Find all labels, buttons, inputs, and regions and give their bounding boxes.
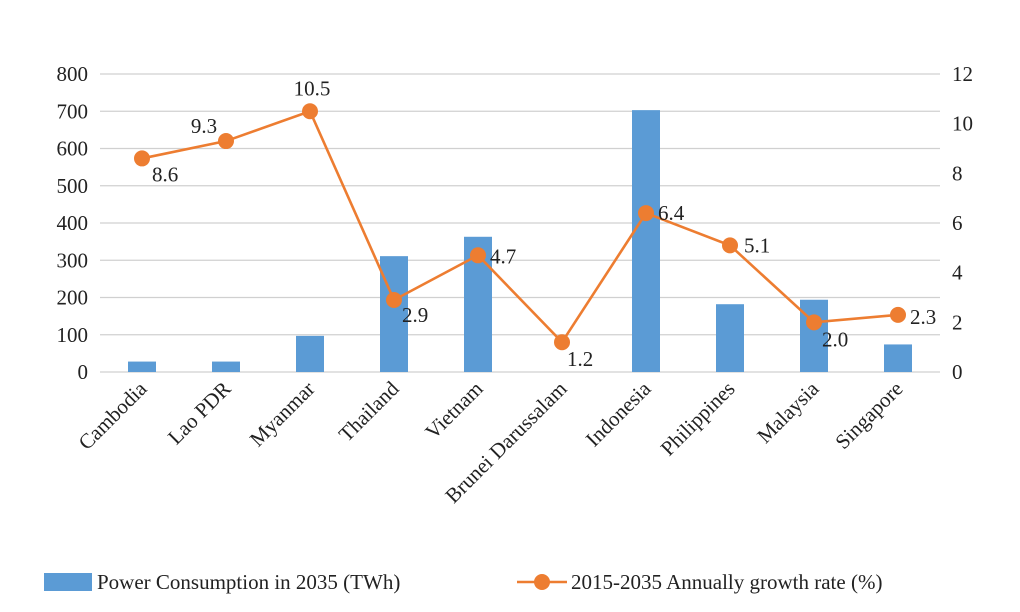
line-point	[722, 237, 738, 254]
data-label: 6.4	[658, 201, 685, 225]
data-label: 9.3	[191, 114, 217, 138]
line-series: 8.6 9.3 10.5 2.9 4.7 1.2 6.4 5.1 2.0 2.3	[134, 76, 936, 371]
left-tick-label: 0	[78, 360, 89, 384]
line-point	[218, 133, 234, 150]
bar	[800, 299, 828, 372]
legend-line-marker	[534, 574, 550, 590]
data-label: 2.3	[910, 305, 936, 329]
left-tick-label: 300	[57, 248, 89, 272]
data-label: 8.6	[152, 162, 178, 186]
right-tick-label: 6	[952, 211, 963, 235]
legend: Power Consumption in 2035 (TWh) 2015-203…	[44, 570, 882, 594]
growth-line	[141, 109, 899, 345]
category-labels: Cambodia Lao PDR Myanmar Thailand VietnamBru…	[74, 376, 908, 508]
line-point	[134, 150, 150, 167]
category-label: Singapore	[830, 377, 907, 454]
right-tick-label: 8	[952, 161, 963, 185]
category-label: Thailand	[334, 376, 404, 446]
legend-line-label: 2015-2035 Annually growth rate (%)	[571, 570, 882, 594]
bar	[380, 256, 408, 372]
bar	[296, 335, 324, 372]
data-label: 4.7	[490, 244, 516, 268]
data-label: 1.2	[567, 347, 593, 371]
bar	[884, 344, 912, 372]
bar	[632, 110, 660, 372]
left-tick-label: 100	[57, 323, 89, 347]
bar	[128, 361, 156, 372]
line-point	[470, 247, 486, 264]
right-tick-label: 4	[952, 261, 963, 285]
gridlines	[100, 73, 940, 373]
category-label: Lao PDR	[163, 377, 236, 450]
line-point	[386, 291, 402, 308]
category-label: Myanmar	[245, 377, 320, 452]
line-point	[806, 314, 822, 331]
left-tick-label: 800	[57, 62, 89, 86]
data-label: 10.5	[294, 76, 331, 100]
category-label: Vietnam	[420, 377, 487, 444]
category-label: Philippines	[656, 377, 740, 461]
right-axis-ticks: 0 2 4 6 8 10 12	[952, 62, 973, 384]
line-point	[554, 334, 570, 351]
right-tick-label: 0	[952, 360, 963, 384]
category-label: Cambodia	[74, 376, 152, 454]
data-label: 5.1	[744, 233, 770, 257]
right-tick-label: 10	[952, 112, 973, 136]
left-tick-label: 600	[57, 137, 89, 161]
legend-bar-label: Power Consumption in 2035 (TWh)	[97, 570, 400, 594]
line-point	[638, 205, 654, 222]
left-axis-ticks: 0 100 200 300 400 500 600 700 800	[57, 62, 89, 384]
right-tick-label: 12	[952, 62, 973, 86]
left-tick-label: 500	[57, 174, 89, 198]
category-label: Indonesia	[581, 376, 656, 451]
bar-series	[128, 110, 912, 372]
bar	[716, 304, 744, 372]
legend-bar-swatch	[44, 573, 92, 591]
left-tick-label: 700	[57, 99, 89, 123]
category-label: Malaysia	[752, 376, 824, 448]
line-point	[890, 306, 906, 323]
bar	[212, 361, 240, 372]
left-tick-label: 200	[57, 286, 89, 310]
right-tick-label: 2	[952, 310, 963, 334]
line-point	[302, 103, 318, 120]
data-label: 2.0	[822, 327, 848, 351]
left-tick-label: 400	[57, 211, 89, 235]
data-label: 2.9	[402, 303, 428, 327]
